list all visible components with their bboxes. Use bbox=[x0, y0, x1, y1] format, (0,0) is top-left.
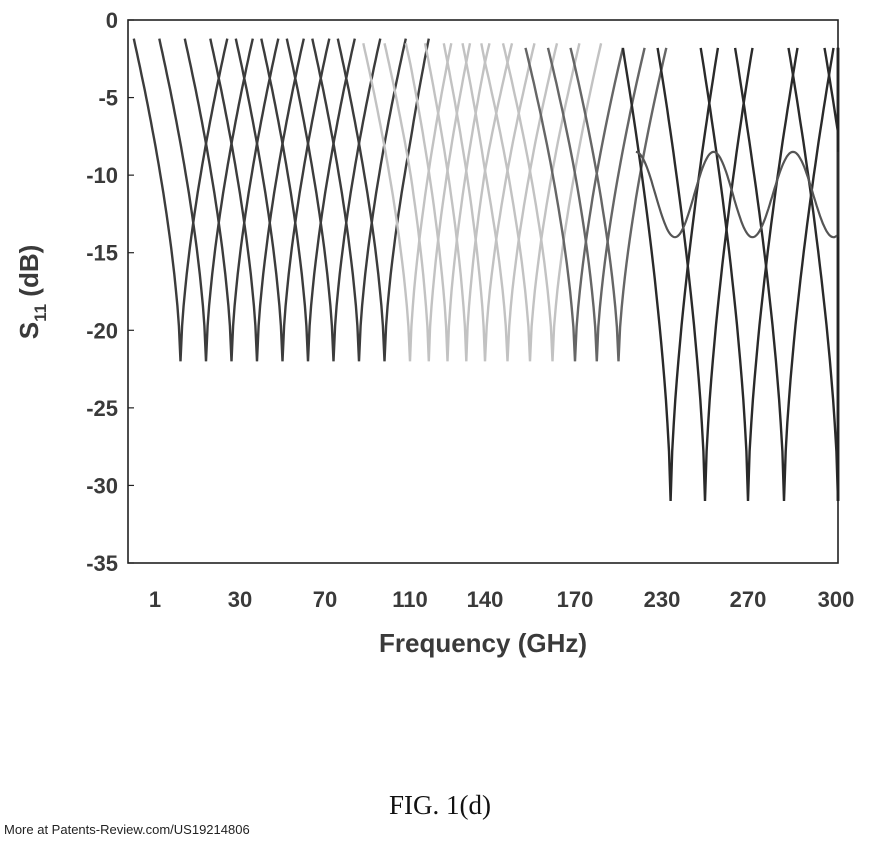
s11-curve bbox=[524, 47, 625, 362]
s11-curve bbox=[787, 47, 840, 501]
y-tick-label: -30 bbox=[86, 473, 118, 498]
s11-curve bbox=[158, 38, 254, 362]
y-axis-title-main: S bbox=[14, 322, 44, 339]
s11-curve bbox=[362, 43, 453, 362]
y-axis-title: S11 (dB) bbox=[14, 245, 50, 340]
s11-curve bbox=[423, 43, 514, 362]
s11-curve bbox=[260, 38, 356, 362]
x-tick-label: 140 bbox=[467, 587, 504, 612]
s11-curve bbox=[733, 47, 835, 501]
figure-caption: FIG. 1(d) bbox=[389, 790, 491, 820]
x-tick-label: 230 bbox=[644, 587, 681, 612]
s11-curve bbox=[569, 47, 668, 362]
s11-curve bbox=[442, 43, 536, 362]
s11-curve bbox=[234, 38, 331, 362]
s11-curve bbox=[311, 38, 407, 362]
s11-curve bbox=[480, 43, 581, 362]
x-axis-title: Frequency (GHz) bbox=[379, 628, 587, 658]
s11-curve bbox=[132, 38, 229, 362]
x-tick-label: 30 bbox=[228, 587, 252, 612]
s11-curve bbox=[404, 43, 491, 362]
y-axis-title-unit: (dB) bbox=[14, 245, 44, 304]
x-tick-label: 70 bbox=[313, 587, 337, 612]
x-tick-label: 170 bbox=[557, 587, 594, 612]
s11-curve bbox=[285, 38, 382, 362]
y-tick-label: -5 bbox=[98, 86, 118, 111]
s11-curves bbox=[132, 38, 840, 501]
y-tick-label: -25 bbox=[86, 396, 118, 421]
s11-curve bbox=[336, 38, 430, 362]
s11-curve bbox=[501, 43, 603, 362]
s11-curve bbox=[383, 43, 472, 362]
plot-frame bbox=[127, 19, 839, 564]
s11-curve bbox=[461, 43, 559, 362]
s11-curve bbox=[621, 47, 720, 501]
source-note: More at Patents-Review.com/US19214806 bbox=[4, 822, 250, 837]
s11-curve bbox=[656, 47, 754, 501]
x-tick-label: 270 bbox=[730, 587, 767, 612]
s11-curve bbox=[546, 47, 646, 362]
y-tick-label: -20 bbox=[86, 318, 118, 343]
y-tick-label: 0 bbox=[106, 8, 118, 33]
y-axis: 0 -5 -10 -15 -20 -25 -30 -35 bbox=[86, 8, 134, 576]
s11-chart: 0 -5 -10 -15 -20 -25 -30 -35 1 30 70 110 140 170 230 2… bbox=[14, 8, 854, 658]
s11-curve bbox=[699, 47, 799, 501]
y-tick-label: -10 bbox=[86, 163, 118, 188]
x-axis: 1 30 70 110 140 170 230 270 300 bbox=[149, 587, 854, 612]
s11-curve bbox=[183, 38, 280, 362]
x-tick-label: 110 bbox=[392, 587, 428, 612]
x-tick-label: 1 bbox=[149, 587, 161, 612]
s11-curve bbox=[209, 38, 305, 362]
y-tick-label: -15 bbox=[86, 241, 118, 266]
y-axis-title-sub: 11 bbox=[31, 304, 50, 322]
x-tick-label: 300 bbox=[818, 587, 855, 612]
y-tick-label: -35 bbox=[86, 551, 118, 576]
